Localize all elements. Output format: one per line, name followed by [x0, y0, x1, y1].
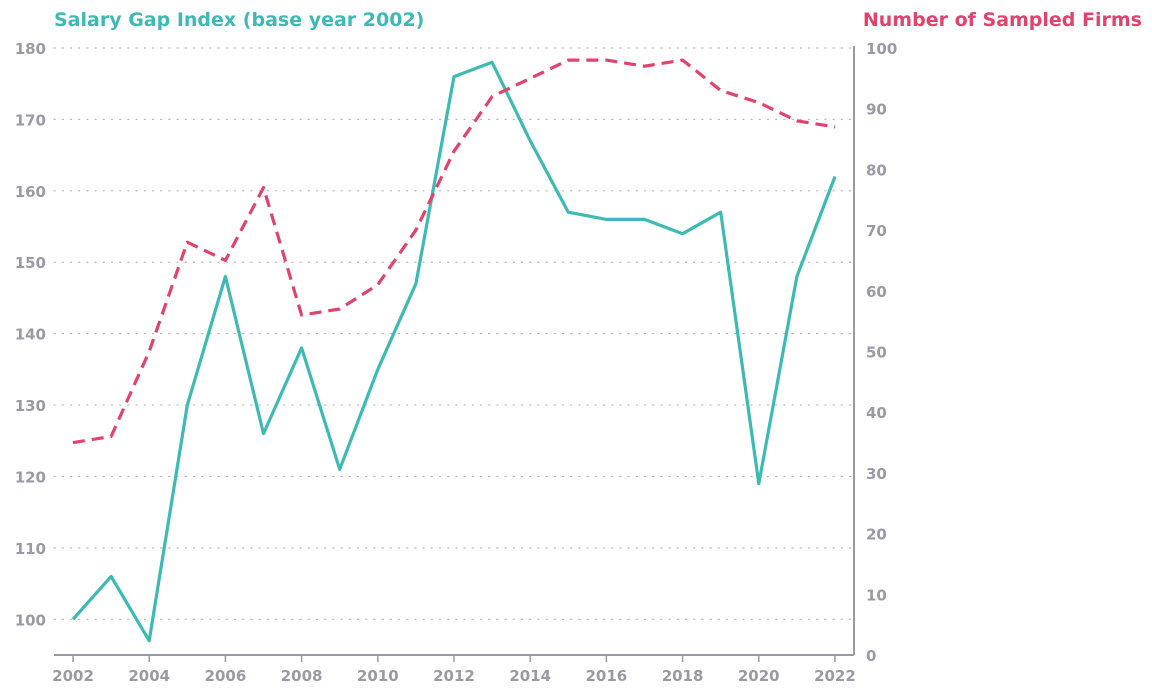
x-tick-label: 2022	[814, 667, 856, 685]
y-left-tick-label: 140	[15, 326, 46, 344]
y-right-tick-label: 60	[866, 283, 887, 301]
x-tick-label: 2014	[509, 667, 551, 685]
x-tick-label: 2008	[281, 667, 323, 685]
y-left-tick-label: 180	[15, 40, 46, 58]
x-tick-label: 2004	[128, 667, 170, 685]
y-right-tick-label: 0	[866, 647, 876, 665]
x-tick-label: 2018	[662, 667, 704, 685]
series-line-sampled-firms	[72, 58, 836, 445]
y-left-tick-label: 130	[15, 397, 46, 415]
x-tick-label: 2010	[357, 667, 399, 685]
y-left-tick-label: 100	[15, 611, 46, 629]
y-right-tick-label: 80	[866, 161, 887, 179]
y-left-tick-label: 160	[15, 183, 46, 201]
y-right-tick-label: 100	[866, 40, 897, 58]
right-axis-series-title: Number of Sampled Firms	[862, 9, 1142, 31]
y-right-tick-label: 10	[866, 586, 887, 604]
x-tick-label: 2020	[738, 667, 780, 685]
y-right-tick-label: 90	[866, 101, 887, 119]
y-left-tick-label: 110	[15, 540, 46, 558]
y-right-tick-label: 30	[866, 465, 887, 483]
x-tick-label: 2012	[433, 667, 475, 685]
gridlines	[53, 47, 855, 620]
series-line-salary-gap-index	[71, 60, 837, 643]
series-lines	[71, 58, 837, 643]
x-tick-label: 2016	[586, 667, 628, 685]
tick-labels: 100 110 120 130 140 150 160 170 180 0 10 20 30 40 50 60…	[15, 40, 898, 685]
y-left-tick-label: 150	[15, 254, 46, 272]
y-right-tick-label: 70	[866, 222, 887, 240]
y-right-tick-label: 50	[866, 344, 887, 362]
left-axis-series-title: Salary Gap Index (base year 2002)	[54, 9, 425, 31]
y-left-tick-label: 170	[15, 111, 46, 129]
y-left-tick-label: 120	[15, 468, 46, 486]
axes	[54, 46, 855, 662]
x-tick-label: 2006	[205, 667, 247, 685]
y-right-tick-label: 40	[866, 404, 887, 422]
x-tick-label: 2002	[52, 667, 94, 685]
y-right-tick-label: 20	[866, 526, 887, 544]
